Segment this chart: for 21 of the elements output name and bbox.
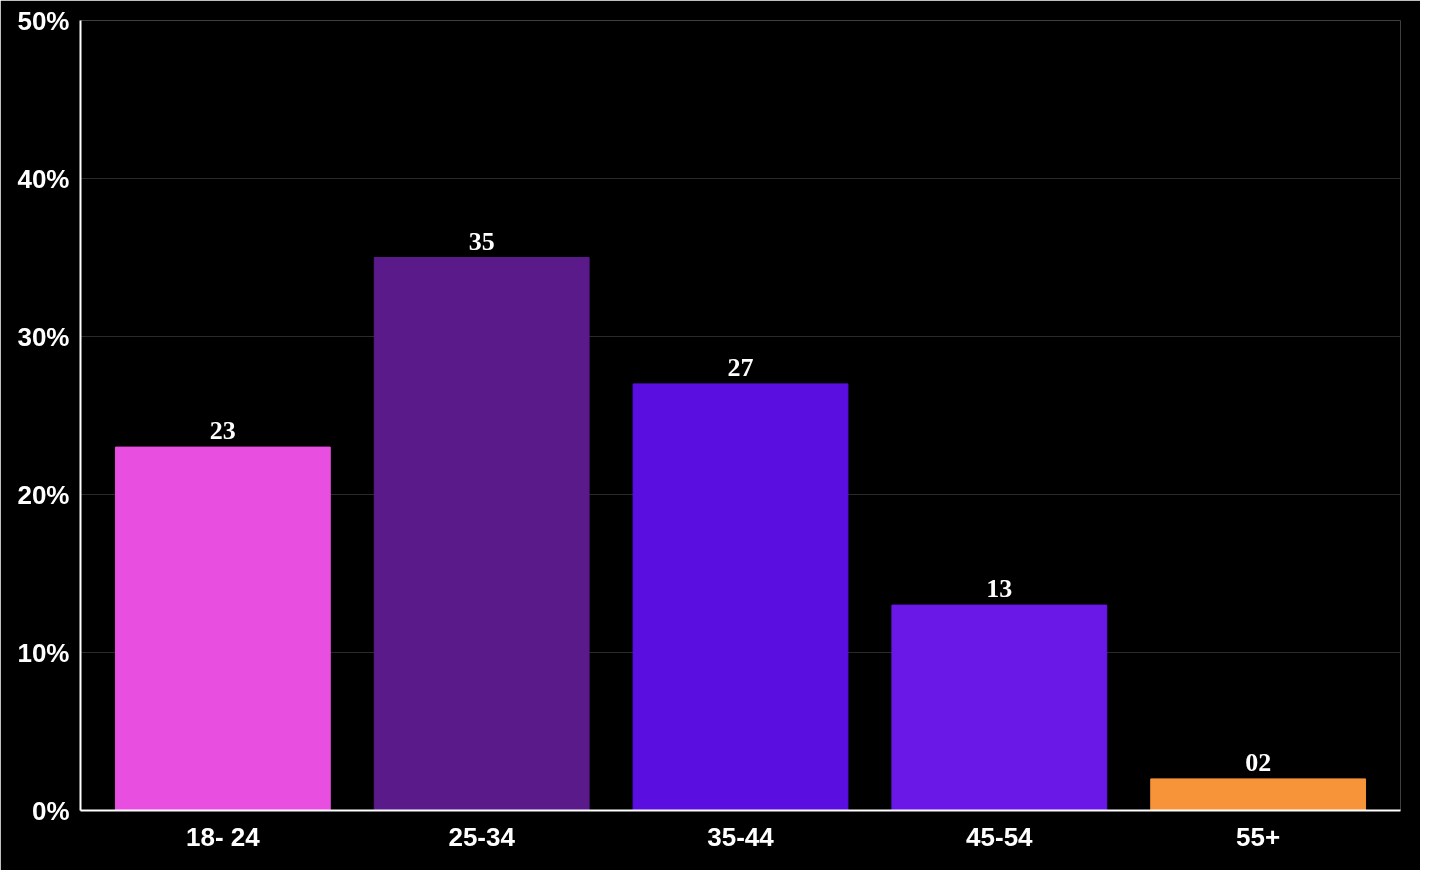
y-tick-label: 20% (17, 479, 70, 510)
data-label: 02 (1245, 747, 1272, 777)
bar (373, 257, 590, 811)
data-label: 23 (209, 416, 236, 446)
y-tick-label: 0% (31, 795, 70, 826)
bar (114, 446, 331, 811)
data-label: 35 (468, 226, 495, 256)
bar (632, 383, 849, 811)
data-label: 27 (727, 352, 754, 382)
bar (1150, 778, 1367, 811)
y-tick-label: 30% (17, 321, 70, 352)
bar (891, 604, 1108, 811)
x-tick-label: 35-44 (707, 821, 775, 852)
x-tick-label: 18- 24 (185, 821, 261, 852)
y-tick-label: 50% (17, 5, 70, 36)
x-tick-label: 55+ (1236, 821, 1281, 852)
y-tick-label: 10% (17, 637, 70, 668)
x-tick-label: 45-54 (966, 821, 1034, 852)
data-label: 13 (986, 574, 1013, 604)
y-tick-label: 40% (17, 163, 70, 194)
x-tick-label: 25-34 (448, 821, 516, 852)
